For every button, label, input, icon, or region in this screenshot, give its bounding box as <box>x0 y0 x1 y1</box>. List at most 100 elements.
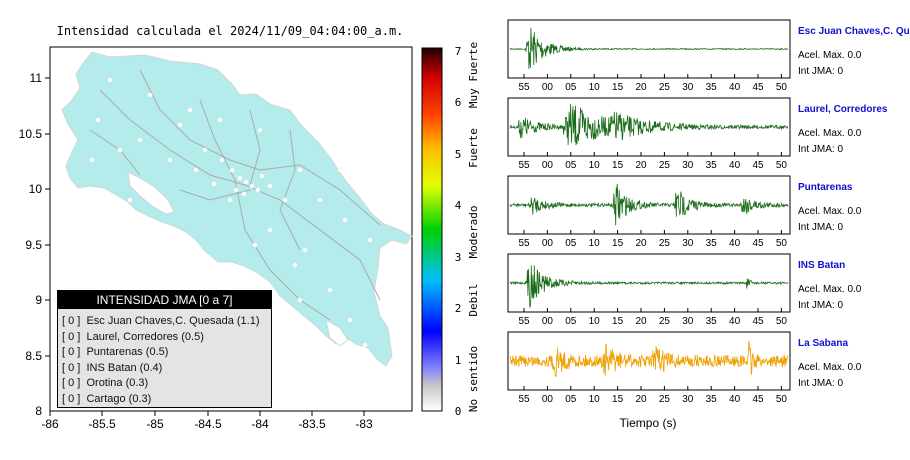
waveform-tick-label: 20 <box>635 82 647 93</box>
station-dot <box>282 197 288 203</box>
waveform-tick-label: 55 <box>518 238 530 249</box>
legend-item-value: [ 0 ] <box>62 392 81 405</box>
waveform-tick-label: 05 <box>565 160 577 171</box>
map-xtick: -86 <box>41 417 59 431</box>
waveform-tick-label: 45 <box>752 82 764 93</box>
map-ytick: 9.5 <box>25 238 42 252</box>
waveform-tick-label: 40 <box>729 160 741 171</box>
waveform-tick-label: 10 <box>589 394 601 405</box>
waveform-tick-label: 35 <box>706 160 718 171</box>
station-dot <box>243 179 249 185</box>
legend-item: [ 0 ] Orotina (0.3) <box>62 376 271 392</box>
golfo-dulce <box>325 319 349 347</box>
waveform-panel: 55 00 05 10 15 20 25 30 35 40 45 50 Esc Juan Chaves,… <box>507 19 910 93</box>
waveform-tick-label: 00 <box>542 394 554 405</box>
waveform-tick-label: 50 <box>776 316 788 327</box>
station-dots <box>89 77 373 348</box>
waveform-tick-label: 05 <box>565 238 577 249</box>
waveform-panel: 55 00 05 10 15 20 25 30 35 40 45 50 Laurel, Corredor… <box>507 97 888 171</box>
waveform-tick-label: 20 <box>635 238 647 249</box>
waveform-tick-label: 20 <box>635 316 647 327</box>
station-dot <box>107 77 113 83</box>
colorbar-tick: 5 <box>455 148 462 161</box>
waveform-tick-label: 45 <box>752 394 764 405</box>
waveform-tick-label: 20 <box>635 160 647 171</box>
station-dot <box>337 167 343 173</box>
legend-item-value: [ 0 ] <box>62 315 81 327</box>
station-name: Puntarenas <box>798 182 853 193</box>
map-title: Intensidad calculada el 2024/11/09_04:04… <box>57 24 404 38</box>
station-name: Laurel, Corredores <box>798 104 888 115</box>
map-ytick: 8.5 <box>25 349 42 363</box>
waveform-tick-label: 00 <box>542 82 554 93</box>
station-dot <box>347 317 353 323</box>
station-dot <box>193 167 199 173</box>
waveform-tick-label: 10 <box>589 238 601 249</box>
waveform-tick-label: 00 <box>542 160 554 171</box>
zone-no-sentido: No sentido <box>467 346 480 412</box>
station-dot <box>202 147 208 153</box>
station-accel: Acel. Max. 0.0 <box>798 128 862 139</box>
station-dot <box>255 187 261 193</box>
legend-item: [ 0 ] Laurel, Corredores (0.5) <box>62 330 271 346</box>
waveform-tick-label: 15 <box>612 82 624 93</box>
waveform-tick-label: 50 <box>776 160 788 171</box>
waveform-tick-label: 00 <box>542 238 554 249</box>
waveform-tick-label: 20 <box>635 394 647 405</box>
waveform-tick-label: 15 <box>612 394 624 405</box>
zone-muy-fuerte: Muy Fuerte <box>467 42 480 108</box>
waveform-tick-label: 45 <box>752 238 764 249</box>
station-accel: Acel. Max. 0.0 <box>798 284 862 295</box>
zone-moderado: Moderado <box>467 206 480 259</box>
waveform-tick-label: 35 <box>706 316 718 327</box>
colorbar-tick: 7 <box>455 45 462 58</box>
station-dot <box>217 117 223 123</box>
map-ytick: 10 <box>29 182 43 196</box>
station-dot <box>167 157 173 163</box>
station-dot <box>219 157 225 163</box>
station-intensity: Int JMA: 0 <box>798 144 843 155</box>
waveform-tick-label: 10 <box>589 82 601 93</box>
station-dot <box>267 227 273 233</box>
waveform-panel: 55 00 05 10 15 20 25 30 35 40 45 50 La Sabana Acel. M… <box>507 331 862 405</box>
waveform-tick-label: 50 <box>776 82 788 93</box>
waveform-panel: 55 00 05 10 15 20 25 30 35 40 45 50 INS Batan Acel. M… <box>507 253 862 327</box>
legend-item-label: Laurel, Corredores (0.5) <box>86 330 204 343</box>
waveform-tick-label: 30 <box>682 160 694 171</box>
station-dot <box>127 197 133 203</box>
legend-title: INTENSIDAD JMA [0 a 7] <box>58 291 271 309</box>
station-dot <box>237 175 243 181</box>
map-xtick: -84 <box>251 417 269 431</box>
station-dot <box>362 342 368 348</box>
zone-debil: Debil <box>467 283 480 316</box>
waveform-tick-label: 00 <box>542 316 554 327</box>
waveform-tick-label: 40 <box>729 238 741 249</box>
waveform-tick-label: 30 <box>682 82 694 93</box>
station-dot <box>187 107 193 113</box>
legend-item-label: INS Batan (0.4) <box>86 361 163 374</box>
waveform-tick-label: 05 <box>565 82 577 93</box>
station-dot <box>227 197 233 203</box>
station-dot <box>117 147 123 153</box>
waveform-tick-label: 25 <box>659 238 671 249</box>
colorbar-tick: 0 <box>455 405 462 418</box>
zone-fuerte: Fuerte <box>467 128 480 168</box>
legend-item-label: Orotina (0.3) <box>86 377 149 389</box>
station-dot <box>267 183 273 189</box>
colorbar-tick: 2 <box>455 302 462 315</box>
waveform-tick-label: 30 <box>682 394 694 405</box>
station-dot <box>317 197 323 203</box>
waveform-tick-label: 15 <box>612 316 624 327</box>
station-dot <box>302 247 308 253</box>
waveform-tick-label: 05 <box>565 316 577 327</box>
waveform-tick-label: 40 <box>729 316 741 327</box>
station-accel: Acel. Max. 0.0 <box>798 362 862 373</box>
costa-rica-land <box>61 51 413 367</box>
waveform-tick-label: 15 <box>612 238 624 249</box>
station-dot <box>292 262 298 268</box>
waveform-tick-label: 35 <box>706 394 718 405</box>
legend-item: [ 0 ] INS Batan (0.4) <box>62 361 271 377</box>
station-intensity: Int JMA: 0 <box>798 378 843 389</box>
map-xtick: -85.5 <box>88 417 116 431</box>
